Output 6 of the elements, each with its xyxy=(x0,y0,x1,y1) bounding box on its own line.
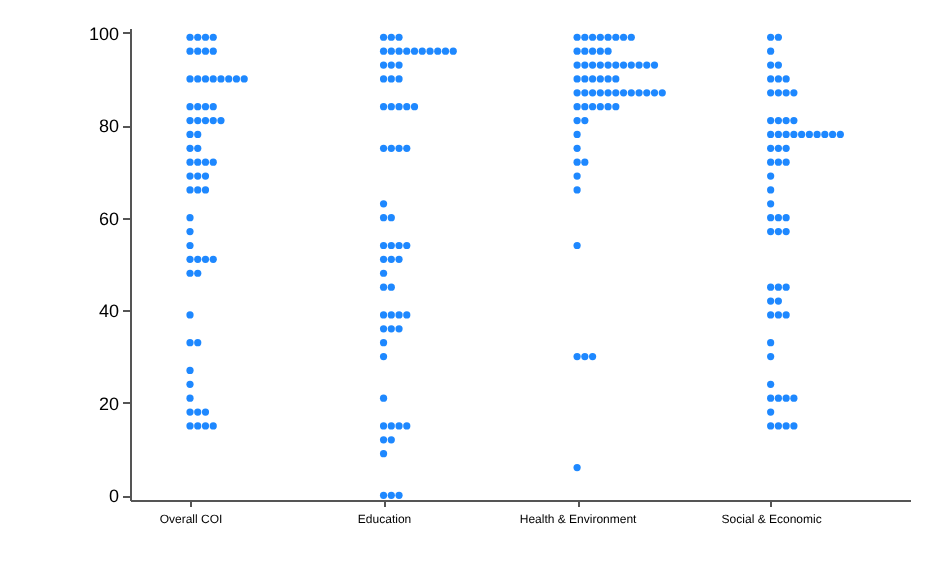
y-tick-label: 100 xyxy=(88,23,119,44)
y-tick-label: 40 xyxy=(98,301,119,322)
y-tick-label: 20 xyxy=(98,393,119,414)
y-tick-label: 80 xyxy=(98,116,119,137)
y-tick-label: 60 xyxy=(98,208,119,229)
y-tick-label: 0 xyxy=(108,486,119,507)
